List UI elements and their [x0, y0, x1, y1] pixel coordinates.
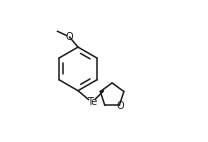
- Text: Te: Te: [87, 97, 97, 107]
- Text: O: O: [116, 101, 124, 111]
- Text: O: O: [66, 32, 73, 42]
